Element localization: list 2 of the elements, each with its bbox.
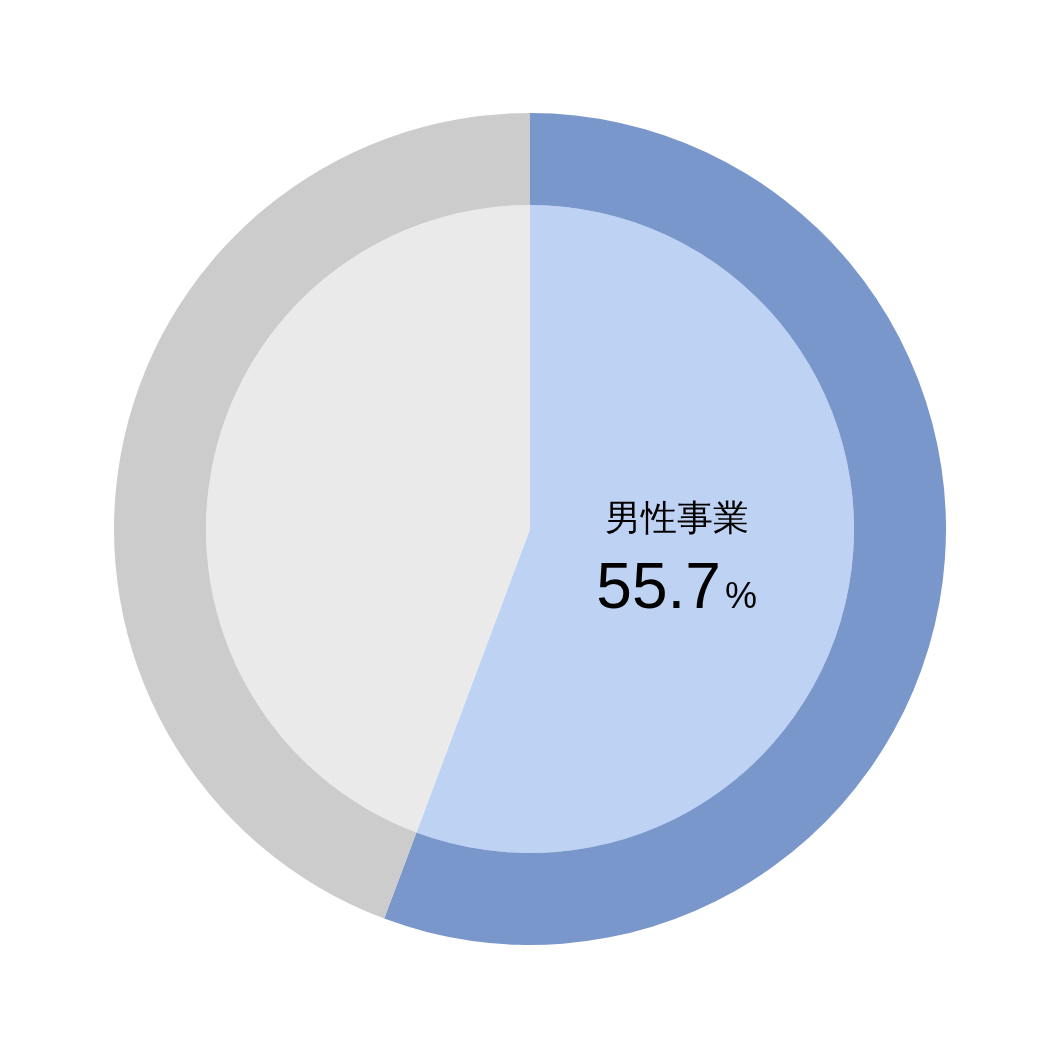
- text: 55.7%: [596, 549, 757, 622]
- slice-label: 男性事業: [604, 496, 749, 538]
